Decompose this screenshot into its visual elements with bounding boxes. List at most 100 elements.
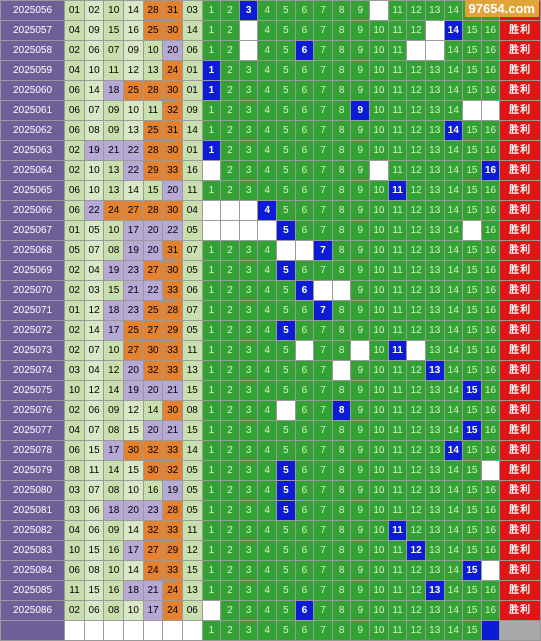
miss-cell: 2 — [220, 440, 240, 461]
miss-cell: 3 — [238, 160, 259, 181]
red-ball-2: 06 — [83, 500, 105, 521]
miss-cell: 13 — [424, 400, 445, 421]
miss-cell — [238, 200, 259, 221]
red-ball-3: 10 — [103, 560, 125, 581]
miss-cell: 7 — [313, 520, 333, 541]
table-row: 2025072 02 14 17 25 27 29 05 1 2 3 4 5 6 7 8 9 10 11 12 13 14… — [0, 320, 541, 341]
miss-cell: 9 — [350, 540, 371, 561]
miss-cell: 16 — [480, 440, 501, 461]
issue-number: 2025074 — [0, 360, 66, 381]
miss-cell: 16 — [480, 420, 501, 441]
miss-cell: 10 — [369, 20, 389, 41]
miss-cell: 5 — [276, 440, 296, 461]
miss-cell: 14 — [443, 280, 464, 301]
miss-cell — [480, 460, 501, 481]
miss-cell: 3 — [238, 260, 259, 281]
miss-cell: 14 — [443, 460, 464, 481]
miss-cell: 16 — [480, 360, 501, 381]
miss-cell: 13 — [424, 220, 445, 241]
miss-cell: 5 — [276, 580, 296, 601]
miss-cell: 12 — [406, 140, 426, 161]
red-ball-1: 04 — [64, 520, 85, 541]
red-ball-1: 04 — [64, 20, 85, 41]
table-row: 2025058 02 06 07 09 10 20 06 1 2 4 5 6 7 8 9 10 11 14 15 16 胜… — [0, 40, 541, 61]
result-badge: 胜利 — [499, 80, 541, 101]
red-ball-3: 16 — [103, 540, 125, 561]
miss-cell: 15 — [462, 200, 482, 221]
blue-ball: 05 — [181, 480, 203, 501]
miss-cell: 12 — [406, 440, 426, 461]
table-row: 2025083 10 15 16 17 27 29 12 1 2 3 4 5 6 7 8 9 10 11 12 13 14… — [0, 540, 541, 561]
miss-cell: 12 — [406, 100, 426, 121]
result-badge: 胜利 — [499, 240, 541, 261]
miss-cell: 2 — [220, 0, 240, 21]
miss-cell: 5 — [276, 420, 296, 441]
red-ball-6: 21 — [162, 420, 183, 441]
miss-cell: 1 — [201, 100, 222, 121]
miss-cell: 4 — [257, 580, 278, 601]
miss-cell: 5 — [276, 120, 296, 141]
hit-cell: 13 — [424, 580, 445, 601]
hit-cell: 7 — [313, 300, 333, 321]
result-badge: 胜利 — [499, 160, 541, 181]
miss-cell — [238, 40, 259, 61]
red-ball-4: 15 — [123, 420, 144, 441]
red-ball-4: 09 — [123, 40, 144, 61]
miss-cell: 13 — [424, 560, 445, 581]
miss-cell: 4 — [257, 320, 278, 341]
miss-cell: 10 — [369, 300, 389, 321]
hit-cell: 1 — [201, 60, 222, 81]
red-ball-3: 15 — [103, 20, 125, 41]
miss-cell: 14 — [443, 520, 464, 541]
miss-cell: 8 — [331, 220, 352, 241]
red-ball-2: 04 — [83, 260, 105, 281]
miss-cell: 9 — [350, 360, 371, 381]
miss-cell: 9 — [350, 20, 371, 41]
red-ball-6: 30 — [162, 260, 183, 281]
red-ball-2: 06 — [83, 600, 105, 621]
hit-cell: 14 — [443, 120, 464, 141]
miss-cell: 13 — [424, 0, 445, 21]
miss-cell: 8 — [331, 440, 352, 461]
miss-cell: 10 — [369, 560, 389, 581]
red-ball-5: 22 — [142, 280, 164, 301]
red-ball-5: 28 — [142, 140, 164, 161]
red-ball-5: 28 — [142, 0, 164, 21]
red-ball-6: 33 — [162, 280, 183, 301]
red-ball-6: 24 — [162, 60, 183, 81]
miss-cell: 15 — [462, 80, 482, 101]
miss-cell: 4 — [257, 100, 278, 121]
miss-cell — [201, 220, 222, 241]
miss-cell: 3 — [238, 560, 259, 581]
miss-cell — [424, 20, 445, 41]
red-ball-6: 32 — [162, 460, 183, 481]
miss-cell — [220, 220, 240, 241]
miss-cell: 16 — [480, 240, 501, 261]
miss-cell: 8 — [331, 540, 352, 561]
miss-cell: 9 — [350, 180, 371, 201]
miss-cell: 8 — [331, 580, 352, 601]
miss-cell: 7 — [313, 20, 333, 41]
red-ball-5: 30 — [142, 460, 164, 481]
miss-cell: 2 — [220, 360, 240, 381]
miss-cell: 3 — [238, 140, 259, 161]
miss-cell: 3 — [238, 320, 259, 341]
red-ball-4: 22 — [123, 140, 144, 161]
red-ball-5: 28 — [142, 200, 164, 221]
red-ball-6: 29 — [162, 540, 183, 561]
miss-cell: 13 — [424, 100, 445, 121]
red-ball-5: 28 — [142, 80, 164, 101]
miss-cell: 10 — [369, 440, 389, 461]
red-ball-2: 15 — [83, 440, 105, 461]
miss-cell: 9 — [350, 500, 371, 521]
miss-cell: 2 — [220, 520, 240, 541]
miss-cell: 2 — [220, 260, 240, 281]
table-row: 2025074 03 04 12 20 32 33 13 1 2 3 4 5 6 7 9 10 11 12 13 14 1… — [0, 360, 541, 381]
issue-number: 2025068 — [0, 240, 66, 261]
hit-cell: 7 — [313, 240, 333, 261]
miss-cell: 5 — [276, 60, 296, 81]
miss-cell — [350, 340, 371, 361]
blue-ball: 13 — [181, 360, 203, 381]
red-ball-6: 28 — [162, 500, 183, 521]
